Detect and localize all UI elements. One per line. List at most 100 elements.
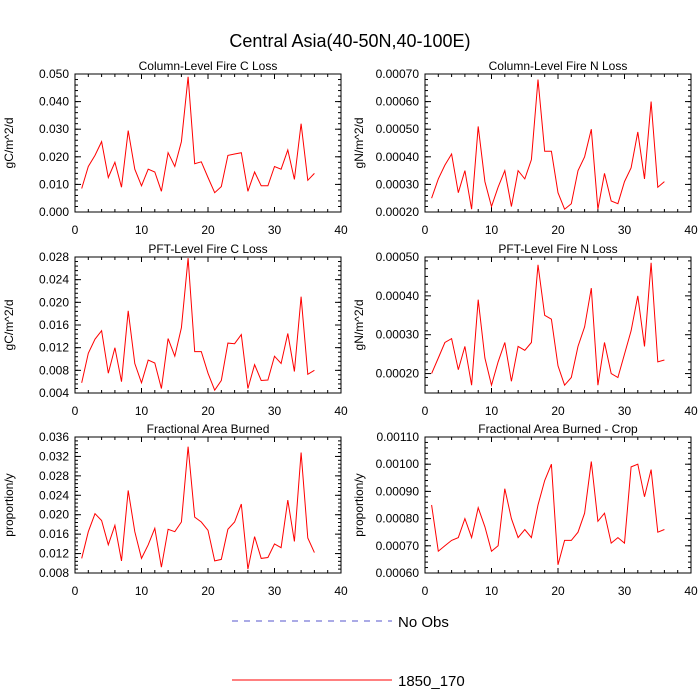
x-tick-label: 30: [618, 584, 632, 598]
x-tick-label: 20: [201, 584, 215, 598]
series-line-1850_170: [431, 79, 665, 211]
panel-title: Column-Level Fire C Loss: [139, 59, 278, 73]
plot-frame: [424, 436, 692, 574]
panel-6: Fractional Area Burned - Crop proportion/…: [352, 422, 698, 598]
panel-4: PFT-Level Fire N Loss gN/m^2/d 0 10 20 30 40 0.…: [352, 242, 698, 418]
x-tick-label: 20: [551, 404, 565, 418]
plot-frame: [74, 73, 342, 213]
y-tick-label: 0.050: [39, 67, 69, 81]
panel-1: Column-Level Fire C Loss gC/m^2/d 0 10 20 30 4…: [2, 59, 348, 237]
y-axis-label: gN/m^2/d: [352, 300, 366, 351]
y-tick-label: 0.024: [39, 273, 69, 287]
legend: No Obs 1850_170: [232, 614, 465, 690]
x-tick-label: 30: [268, 223, 282, 237]
x-tick-label: 20: [551, 584, 565, 598]
x-tick-label: 0: [422, 584, 429, 598]
y-tick-label: 0.032: [39, 449, 69, 463]
y-tick-label: 0.016: [39, 527, 69, 541]
y-tick-label: 0.012: [39, 341, 69, 355]
x-tick-label: 40: [684, 404, 698, 418]
panel-title: Column-Level Fire N Loss: [489, 59, 628, 73]
y-tick-label: 0.00080: [376, 512, 420, 526]
series-line-1850_170: [81, 446, 315, 570]
panel-title: PFT-Level Fire C Loss: [148, 242, 267, 256]
y-tick-label: 0.036: [39, 430, 69, 444]
y-tick-label: 0.00070: [376, 539, 420, 553]
y-tick-label: 0.00050: [376, 122, 420, 136]
y-tick-label: 0.00020: [376, 367, 420, 381]
panel-title: PFT-Level Fire N Loss: [498, 242, 617, 256]
x-tick-label: 40: [684, 223, 698, 237]
y-axis-label: proportion/y: [352, 473, 366, 536]
x-tick-label: 40: [684, 584, 698, 598]
y-tick-label: 0.000: [39, 205, 69, 219]
series-line-1850_170: [431, 461, 665, 565]
panel-5: Fractional Area Burned proportion/y 0 10 20 3…: [2, 422, 348, 598]
y-tick-label: 0.00060: [376, 95, 420, 109]
figure-title: Central Asia(40-50N,40-100E): [229, 31, 470, 51]
y-tick-label: 0.00090: [376, 484, 420, 498]
y-tick-label: 0.00100: [376, 457, 420, 471]
y-tick-label: 0.00070: [376, 67, 420, 81]
x-tick-label: 40: [334, 584, 348, 598]
x-tick-label: 0: [72, 223, 79, 237]
x-tick-label: 20: [551, 223, 565, 237]
y-tick-label: 0.030: [39, 122, 69, 136]
x-tick-label: 30: [268, 584, 282, 598]
y-tick-label: 0.028: [39, 469, 69, 483]
plot-frame: [424, 256, 692, 394]
x-tick-label: 10: [135, 584, 149, 598]
y-tick-label: 0.00030: [376, 328, 420, 342]
legend-1850-170-label: 1850_170: [398, 673, 465, 690]
y-tick-label: 0.016: [39, 318, 69, 332]
x-tick-label: 30: [618, 223, 632, 237]
panels: Column-Level Fire C Loss gC/m^2/d 0 10 20 30 4…: [2, 59, 698, 598]
y-tick-label: 0.00050: [376, 250, 420, 264]
y-axis-label: proportion/y: [2, 473, 16, 536]
panel-title: Fractional Area Burned: [147, 422, 270, 436]
x-tick-label: 20: [201, 404, 215, 418]
y-tick-label: 0.010: [39, 177, 69, 191]
y-tick-label: 0.00030: [376, 177, 420, 191]
x-tick-label: 40: [334, 223, 348, 237]
y-tick-label: 0.008: [39, 566, 69, 580]
y-tick-label: 0.020: [39, 295, 69, 309]
legend-no-obs-label: No Obs: [398, 614, 449, 631]
panel-title: Fractional Area Burned - Crop: [478, 422, 638, 436]
x-tick-label: 10: [485, 223, 499, 237]
series-line-1850_170: [81, 76, 315, 194]
x-tick-label: 10: [485, 584, 499, 598]
y-tick-label: 0.024: [39, 488, 69, 502]
x-tick-label: 0: [72, 404, 79, 418]
x-tick-label: 0: [422, 404, 429, 418]
x-tick-label: 10: [135, 404, 149, 418]
x-tick-label: 40: [334, 404, 348, 418]
y-tick-label: 0.00060: [376, 566, 420, 580]
x-tick-label: 0: [422, 223, 429, 237]
x-tick-label: 30: [268, 404, 282, 418]
y-axis-label: gN/m^2/d: [352, 118, 366, 169]
y-tick-label: 0.00110: [377, 430, 420, 444]
panel-3: PFT-Level Fire C Loss gC/m^2/d 0 10 20 30 40 0.…: [2, 242, 348, 418]
y-tick-label: 0.028: [39, 250, 69, 264]
x-tick-label: 10: [135, 223, 149, 237]
x-tick-label: 30: [618, 404, 632, 418]
series-line-1850_170: [431, 262, 665, 388]
y-tick-label: 0.040: [39, 95, 69, 109]
x-tick-label: 20: [201, 223, 215, 237]
x-tick-label: 0: [72, 584, 79, 598]
y-tick-label: 0.020: [39, 150, 69, 164]
y-tick-label: 0.00020: [376, 205, 420, 219]
y-axis-label: gC/m^2/d: [2, 118, 16, 169]
y-tick-label: 0.008: [39, 363, 69, 377]
y-tick-label: 0.004: [39, 386, 69, 400]
y-tick-label: 0.00040: [376, 150, 420, 164]
y-tick-label: 0.020: [39, 508, 69, 522]
y-axis-label: gC/m^2/d: [2, 300, 16, 351]
y-tick-label: 0.012: [39, 547, 69, 561]
panel-2: Column-Level Fire N Loss gN/m^2/d 0 10 20 30 4…: [352, 59, 698, 237]
x-tick-label: 10: [485, 404, 499, 418]
y-tick-label: 0.00040: [376, 289, 420, 303]
series-line-1850_170: [81, 258, 315, 392]
